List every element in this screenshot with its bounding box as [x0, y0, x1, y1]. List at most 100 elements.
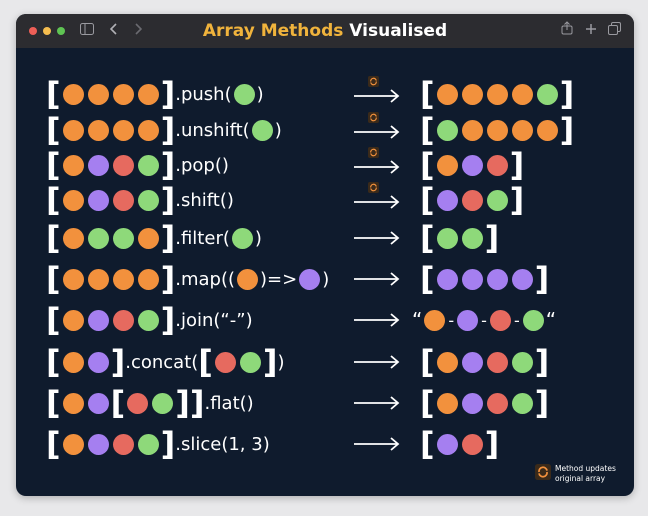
argument-green: [233, 83, 255, 105]
legend-line-1: Method updates: [555, 464, 616, 473]
method-close: ): [322, 268, 330, 290]
element-purple: [87, 351, 109, 373]
element-purple: [461, 392, 483, 414]
new-tab-icon[interactable]: [585, 21, 597, 41]
row-unshift: [ ] .unshift( ) [ ]: [16, 112, 634, 148]
element-purple: [436, 189, 458, 211]
title-accent: Array Methods: [202, 21, 344, 41]
element-red: [112, 309, 134, 331]
element-orange: [112, 268, 134, 290]
element-orange: [87, 119, 109, 141]
pop-expression: [ ] .pop(): [46, 146, 229, 184]
arrow-icon: [354, 313, 400, 327]
element-orange: [62, 189, 84, 211]
diagram-area: [ ] .push( ) [ ]: [16, 48, 634, 496]
legend: Method updates original array: [533, 462, 634, 492]
method-label: .shift(): [175, 189, 234, 211]
row-filter: [ ] .filter( ) [ ]: [16, 220, 634, 256]
argument-red: [214, 351, 236, 373]
element-orange: [87, 83, 109, 105]
close-window-button[interactable]: [29, 27, 37, 35]
string-close-quote: “: [545, 308, 557, 332]
element-orange: [436, 392, 458, 414]
title-rest: Visualised: [349, 21, 448, 41]
element-green: [137, 189, 159, 211]
element-red: [461, 433, 483, 455]
arrow-icon: [354, 396, 400, 410]
filter-result: [ ]: [420, 219, 500, 257]
element-orange: [87, 268, 109, 290]
element-orange: [511, 83, 533, 105]
arrow-icon: [354, 125, 400, 139]
share-icon[interactable]: [561, 21, 573, 41]
arrow-icon: [354, 272, 400, 286]
argument-orange: [237, 268, 259, 290]
arrow-icon: [354, 195, 400, 209]
arrow-icon: [354, 437, 400, 451]
element-orange: [62, 433, 84, 455]
element-green: [87, 227, 109, 249]
element-red: [489, 309, 511, 331]
row-slice: [ ] .slice(1, 3) [ ]: [16, 426, 634, 462]
element-green: [436, 227, 458, 249]
element-green: [137, 309, 159, 331]
sync-icon: [368, 76, 379, 87]
maximize-window-button[interactable]: [57, 27, 65, 35]
argument-green: [231, 227, 253, 249]
element-red: [112, 433, 134, 455]
push-result: [ ]: [420, 75, 575, 113]
element-green: [152, 392, 174, 414]
minimize-window-button[interactable]: [43, 27, 51, 35]
element-orange: [62, 268, 84, 290]
element-purple: [87, 189, 109, 211]
map-arrow-label: )=>: [260, 268, 298, 290]
arrow-icon: [354, 89, 400, 103]
element-green: [461, 227, 483, 249]
unshift-expression: [ ] .unshift( ): [46, 111, 282, 149]
back-icon[interactable]: [109, 21, 118, 41]
join-result: “ - - - “: [412, 302, 556, 338]
row-join: [ ] .join(“-”) “ - - - “: [16, 302, 634, 338]
element-orange: [62, 392, 84, 414]
element-purple: [87, 309, 109, 331]
tabs-overview-icon[interactable]: [608, 21, 621, 41]
element-purple: [87, 433, 109, 455]
arrow-icon: [354, 231, 400, 245]
map-result: [ ]: [420, 260, 550, 298]
element-orange: [511, 119, 533, 141]
element-orange: [137, 268, 159, 290]
legend-text: Method updates original array: [555, 464, 616, 484]
element-purple: [87, 154, 109, 176]
concat-expression: [ ] .concat( [ ] ): [46, 343, 285, 381]
element-orange: [62, 119, 84, 141]
title-bar: Array Methods Visualised: [16, 14, 634, 48]
method-label: .flat(): [204, 392, 254, 414]
map-expression: [ ] .map(( )=> ): [46, 260, 330, 298]
sidebar-icon[interactable]: [80, 21, 94, 41]
method-close: ): [256, 83, 264, 105]
arrow-icon: [354, 160, 400, 174]
element-green: [112, 227, 134, 249]
method-label: .concat(: [125, 351, 199, 373]
shift-result: [ ]: [420, 181, 525, 219]
row-flat: [ [ ]] .flat() [ ]: [16, 385, 634, 421]
filter-expression: [ ] .filter( ): [46, 219, 262, 257]
pop-result: [ ]: [420, 146, 525, 184]
legend-line-2: original array: [555, 474, 606, 483]
method-label: .push(: [175, 83, 232, 105]
element-green: [137, 433, 159, 455]
method-label: .join(“-”): [175, 309, 253, 331]
element-red: [461, 189, 483, 211]
method-label: .pop(): [175, 154, 229, 176]
element-orange: [137, 83, 159, 105]
method-close: ): [277, 351, 285, 373]
element-orange: [62, 154, 84, 176]
sync-icon: [535, 464, 551, 480]
element-purple: [461, 351, 483, 373]
window-title: Array Methods Visualised: [16, 20, 634, 42]
app-window: Array Methods Visualised [ ] .push(: [16, 14, 634, 496]
element-orange: [424, 309, 446, 331]
element-orange: [486, 83, 508, 105]
element-orange: [461, 83, 483, 105]
forward-icon[interactable]: [134, 21, 143, 41]
